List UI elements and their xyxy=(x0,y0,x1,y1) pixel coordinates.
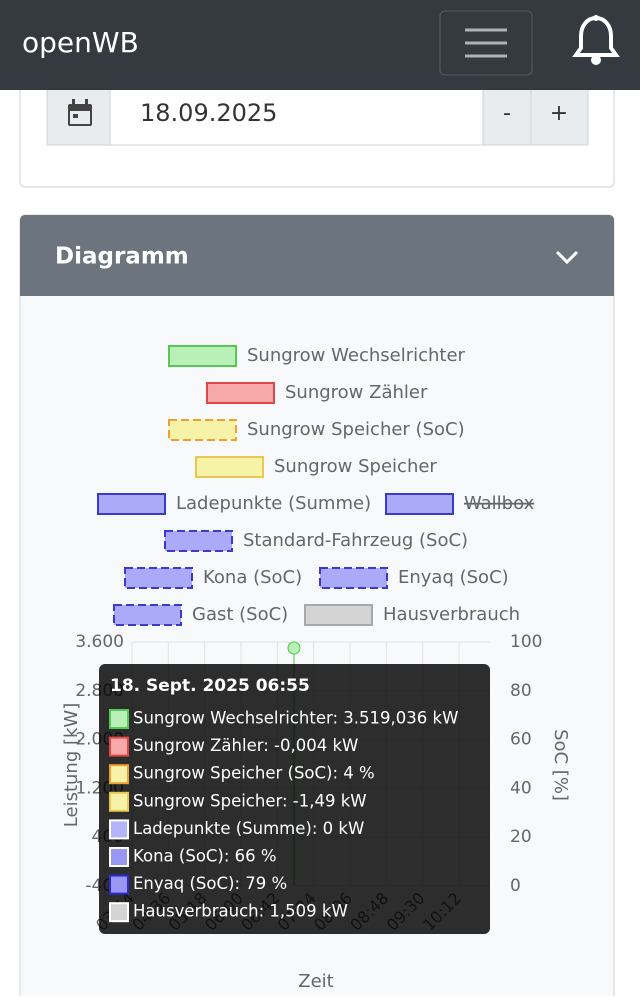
legend-label[interactable]: Standard-Fahrzeug (SoC) xyxy=(243,530,468,551)
legend-label[interactable]: Sungrow Speicher xyxy=(274,456,437,477)
tooltip-line: Sungrow Wechselrichter: 3.519,036 kW xyxy=(133,709,458,728)
tooltip-line: Kona (SoC): 66 % xyxy=(133,847,277,866)
y2-tick-label: 20 xyxy=(510,827,532,847)
tooltip-swatch xyxy=(109,764,129,785)
tooltip-line: Ladepunkte (Summe): 0 kW xyxy=(133,819,364,838)
tooltip-line: Sungrow Speicher: -1,49 kW xyxy=(133,791,367,810)
y-axis-title: Leistung [kW] xyxy=(61,703,82,827)
bell-icon[interactable] xyxy=(572,15,620,65)
tooltip-line: Enyaq (SoC): 79 % xyxy=(133,874,287,893)
tooltip-line: Sungrow Speicher (SoC): 4 % xyxy=(133,764,375,783)
legend-label[interactable]: Sungrow Speicher (SoC) xyxy=(247,419,465,440)
menu-button[interactable] xyxy=(439,10,533,76)
legend-swatch xyxy=(319,567,388,589)
minus-label[interactable]: - xyxy=(503,101,511,126)
y2-tick-label: 80 xyxy=(510,681,532,701)
legend-swatch xyxy=(304,604,373,626)
y2-axis-title: SoC [%] xyxy=(550,729,571,801)
tooltip-swatch xyxy=(109,819,129,840)
legend-swatch xyxy=(164,530,233,552)
y2-tick-label: 40 xyxy=(510,778,532,798)
chevron[interactable] xyxy=(555,250,579,265)
legend-label[interactable]: Wallbox xyxy=(464,493,535,514)
x-axis-title: Zeit xyxy=(298,971,333,992)
legend-swatch xyxy=(195,456,264,478)
tooltip xyxy=(99,664,490,934)
legend-swatch xyxy=(168,419,237,441)
card-header[interactable] xyxy=(20,215,614,296)
legend-swatch xyxy=(206,382,275,404)
legend-swatch xyxy=(168,345,237,367)
legend-swatch xyxy=(113,604,182,626)
y2-tick-label: 0 xyxy=(510,876,521,896)
y2-tick-label: 100 xyxy=(510,632,542,652)
legend-swatch xyxy=(385,493,454,515)
tooltip-line: Sungrow Zähler: -0,004 kW xyxy=(133,736,358,755)
legend-swatch xyxy=(124,567,193,589)
tooltip-swatch xyxy=(109,736,129,757)
tooltip-swatch xyxy=(109,847,129,867)
legend-label[interactable]: Kona (SoC) xyxy=(203,567,302,588)
tooltip-swatch xyxy=(109,791,129,812)
tooltip-swatch xyxy=(109,709,129,729)
legend-label[interactable]: Hausverbrauch xyxy=(383,604,520,625)
hover-point xyxy=(287,641,301,655)
tooltip-title: 18. Sept. 2025 06:55 xyxy=(110,676,310,696)
legend-label[interactable]: Enyaq (SoC) xyxy=(398,567,509,588)
legend-label[interactable]: Sungrow Zähler xyxy=(285,382,428,403)
tooltip-swatch xyxy=(109,902,129,923)
y2-tick-label: 60 xyxy=(510,730,532,750)
tooltip-line: Hausverbrauch: 1,509 kW xyxy=(133,902,348,921)
calendar-icon xyxy=(68,99,92,126)
legend-label[interactable]: Ladepunkte (Summe) xyxy=(176,493,371,514)
y-tick-label: 3.600 xyxy=(75,632,124,652)
plus-label[interactable]: + xyxy=(550,101,568,126)
brand[interactable]: openWB xyxy=(22,26,139,59)
legend-label[interactable]: Gast (SoC) xyxy=(192,604,288,625)
legend-swatch xyxy=(97,493,166,515)
legend-label[interactable]: Sungrow Wechselrichter xyxy=(247,345,466,366)
card-title: Diagramm xyxy=(55,244,189,270)
tooltip-swatch xyxy=(109,874,129,895)
hamburger-icon xyxy=(465,28,507,58)
navbar xyxy=(0,0,640,90)
date-value[interactable]: 18.09.2025 xyxy=(140,99,277,127)
